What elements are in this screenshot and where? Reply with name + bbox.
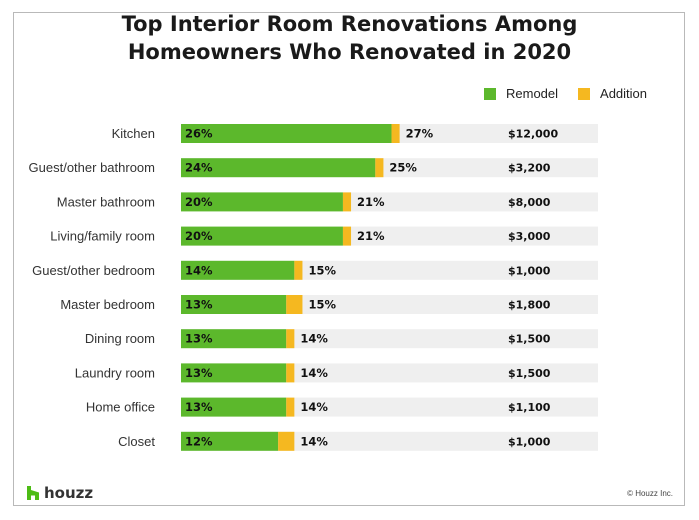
category-label-closet: Closet	[118, 434, 155, 449]
category-label-living-family-room: Living/family room	[50, 229, 155, 244]
bar-remodel-laundry-room	[181, 363, 287, 383]
houzz-logo-icon	[27, 486, 39, 500]
bar-remodel-guest-other-bedroom	[181, 260, 295, 280]
chart-title-line-2: Homeowners Who Renovated in 2020	[127, 40, 572, 64]
houzz-logo-text: houzz	[44, 484, 94, 502]
cost-label-kitchen: $12,000	[508, 128, 558, 141]
legend-swatch-addition	[578, 87, 591, 100]
bar-remodel-living-family-room	[181, 226, 343, 246]
cost-label-laundry-room: $1,500	[508, 367, 551, 380]
cost-label-guest-other-bedroom: $1,000	[508, 264, 551, 277]
total-value-label-dining-room: 14%	[300, 332, 328, 346]
category-label-guest-other-bathroom: Guest/other bathroom	[29, 160, 155, 175]
bar-addition-dining-room	[286, 329, 295, 349]
bar-remodel-closet	[181, 431, 279, 451]
total-value-label-guest-other-bathroom: 25%	[389, 161, 417, 175]
remodel-value-label-closet: 12%	[185, 434, 213, 448]
bar-remodel-master-bedroom	[181, 295, 287, 314]
total-value-label-home-office: 14%	[300, 400, 328, 414]
bar-remodel-home-office	[181, 397, 287, 417]
chart-title: Top Interior Room Renovations Among Home…	[0, 10, 699, 66]
bar-remodel-dining-room	[181, 329, 287, 349]
remodel-value-label-master-bathroom: 20%	[185, 195, 213, 209]
total-value-label-living-family-room: 21%	[357, 229, 385, 243]
legend-swatch-remodel	[484, 87, 496, 100]
bar-addition-living-family-room	[342, 226, 352, 246]
copyright-text: © Houzz Inc.	[627, 489, 673, 498]
remodel-value-label-dining-room: 13%	[185, 332, 213, 346]
category-label-master-bathroom: Master bathroom	[57, 194, 155, 209]
bar-addition-home-office	[286, 397, 295, 417]
cost-label-closet: $1,000	[508, 435, 551, 448]
total-value-label-guest-other-bedroom: 15%	[308, 263, 336, 277]
cost-label-guest-other-bathroom: $3,200	[508, 162, 551, 175]
remodel-value-label-master-bedroom: 13%	[185, 298, 213, 312]
category-label-dining-room: Dining room	[85, 331, 155, 346]
bar-remodel-master-bathroom	[181, 192, 343, 212]
remodel-value-label-guest-other-bedroom: 14%	[185, 263, 213, 277]
bar-addition-master-bathroom	[342, 192, 352, 212]
total-value-label-master-bedroom: 15%	[308, 298, 336, 312]
cost-label-living-family-room: $3,000	[508, 230, 551, 243]
bar-addition-laundry-room	[286, 363, 295, 383]
cost-label-master-bathroom: $8,000	[508, 196, 551, 209]
category-label-home-office: Home office	[86, 400, 155, 415]
category-label-laundry-room: Laundry room	[75, 365, 155, 380]
bar-addition-guest-other-bathroom	[375, 158, 384, 178]
remodel-value-label-laundry-room: 13%	[185, 366, 213, 380]
category-label-guest-other-bedroom: Guest/other bedroom	[32, 263, 155, 278]
chart-frame	[13, 12, 685, 506]
bar-remodel-kitchen	[181, 124, 392, 143]
remodel-value-label-guest-other-bathroom: 24%	[185, 161, 213, 175]
cost-label-dining-room: $1,500	[508, 333, 551, 346]
total-value-label-laundry-room: 14%	[300, 366, 328, 380]
remodel-value-label-kitchen: 26%	[185, 127, 213, 141]
bar-remodel-guest-other-bathroom	[181, 158, 376, 178]
cost-label-master-bedroom: $1,800	[508, 299, 551, 312]
houzz-logo: houzz	[27, 484, 93, 502]
legend-label-addition: Addition	[600, 86, 648, 101]
total-value-label-kitchen: 27%	[406, 127, 434, 141]
remodel-value-label-living-family-room: 20%	[185, 229, 213, 243]
category-label-master-bedroom: Master bedroom	[60, 297, 155, 312]
legend-label-remodel: Remodel	[506, 86, 559, 101]
remodel-value-label-home-office: 13%	[185, 400, 213, 414]
chart-title-line-1: Top Interior Room Renovations Among	[121, 12, 578, 36]
legend-item-addition: Addition	[578, 86, 647, 101]
category-label-kitchen: Kitchen	[112, 126, 155, 141]
total-value-label-closet: 14%	[300, 434, 328, 448]
legend-item-remodel: Remodel	[484, 86, 558, 101]
bar-addition-master-bedroom	[286, 295, 303, 314]
bar-addition-guest-other-bedroom	[294, 260, 303, 280]
bar-addition-closet	[278, 431, 295, 451]
chart-legend: Remodel Addition	[484, 86, 647, 101]
cost-label-home-office: $1,100	[508, 401, 551, 414]
total-value-label-master-bathroom: 21%	[357, 195, 385, 209]
bar-addition-kitchen	[391, 124, 400, 143]
